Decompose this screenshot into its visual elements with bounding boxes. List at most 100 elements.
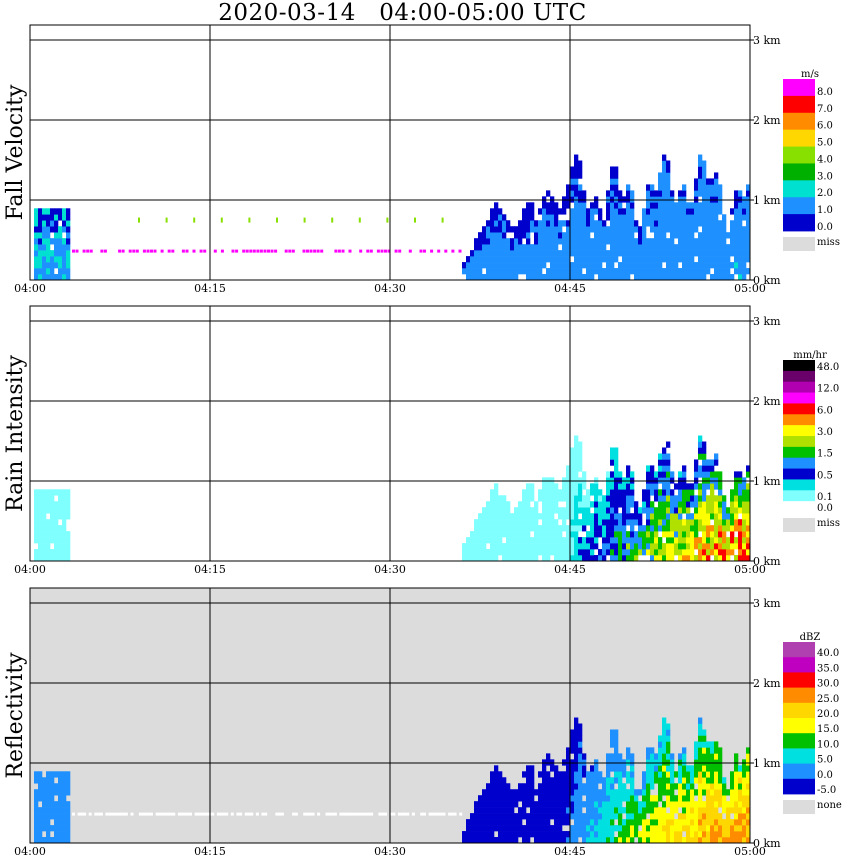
- data-cell: [658, 208, 663, 215]
- data-cell: [642, 813, 647, 820]
- data-cell: [506, 549, 511, 556]
- data-cell: [566, 819, 571, 826]
- y-tick-label: 2 km: [753, 677, 781, 690]
- data-cell: [530, 549, 535, 556]
- data-cell: [658, 525, 663, 532]
- data-cell: [626, 831, 631, 838]
- data-cell: [530, 807, 535, 814]
- data-cell: [666, 501, 671, 508]
- velocity-dot: [259, 249, 263, 253]
- data-cell: [506, 807, 511, 814]
- data-cell: [650, 274, 655, 281]
- data-cell: [58, 807, 63, 814]
- data-cell: [714, 471, 719, 478]
- data-cell: [602, 783, 607, 790]
- data-cell: [686, 801, 691, 808]
- data-cell: [514, 789, 519, 796]
- y-tick-label: 3 km: [753, 34, 781, 47]
- data-cell: [46, 250, 51, 257]
- data-cell: [690, 489, 695, 496]
- data-cell: [718, 801, 723, 808]
- data-cell: [46, 495, 51, 502]
- data-cell: [682, 489, 687, 496]
- legend-swatch: [783, 748, 815, 764]
- data-cell: [578, 825, 583, 832]
- data-cell: [730, 825, 735, 832]
- data-cell: [714, 244, 719, 251]
- data-cell: [482, 507, 487, 514]
- velocity-dot: [320, 249, 324, 253]
- data-cell: [474, 256, 479, 263]
- data-cell: [562, 795, 567, 802]
- data-cell: [482, 825, 487, 832]
- data-cell: [610, 501, 615, 508]
- data-cell: [710, 184, 715, 191]
- data-cell: [554, 495, 559, 502]
- data-cell: [550, 507, 555, 514]
- data-cell: [690, 813, 695, 820]
- data-cell: [686, 777, 691, 784]
- data-cell: [678, 801, 683, 808]
- data-cell: [714, 531, 719, 538]
- data-cell: [630, 190, 635, 197]
- data-cell: [582, 471, 587, 478]
- data-cell: [698, 501, 703, 508]
- data-cell: [686, 789, 691, 796]
- data-cell: [650, 519, 655, 526]
- reflectivity-dot: [392, 812, 396, 816]
- data-cell: [626, 777, 631, 784]
- data-cell: [58, 825, 63, 832]
- reflectivity-dot: [442, 812, 446, 816]
- data-cell: [674, 783, 679, 790]
- data-cell: [626, 543, 631, 550]
- data-cell: [574, 262, 579, 269]
- data-cell: [550, 483, 555, 490]
- data-cell: [530, 244, 535, 251]
- data-cell: [470, 274, 475, 281]
- data-cell: [714, 196, 719, 203]
- data-cell: [566, 483, 571, 490]
- data-cell: [534, 813, 539, 820]
- data-cell: [698, 232, 703, 239]
- data-cell: [498, 226, 503, 233]
- data-cell: [726, 256, 731, 263]
- data-cell: [562, 507, 567, 514]
- data-cell: [522, 519, 527, 526]
- data-cell: [34, 525, 39, 532]
- data-cell: [654, 202, 659, 209]
- data-cell: [494, 789, 499, 796]
- data-cell: [710, 471, 715, 478]
- data-cell: [34, 268, 39, 275]
- data-cell: [686, 256, 691, 263]
- reflectivity-dot: [94, 812, 98, 816]
- data-cell: [722, 807, 727, 814]
- data-cell: [546, 250, 551, 257]
- data-cell: [606, 537, 611, 544]
- data-cell: [734, 555, 739, 562]
- data-cell: [738, 837, 743, 844]
- data-cell: [730, 226, 735, 233]
- data-cell: [550, 256, 555, 263]
- velocity-dot: [274, 249, 278, 253]
- data-cell: [654, 543, 659, 550]
- data-cell: [662, 519, 667, 526]
- data-cell: [506, 813, 511, 820]
- data-cell: [654, 831, 659, 838]
- data-cell: [694, 807, 699, 814]
- data-cell: [554, 837, 559, 844]
- data-cell: [602, 256, 607, 263]
- data-cell: [694, 220, 699, 227]
- data-cell: [50, 226, 55, 233]
- data-cell: [702, 519, 707, 526]
- data-cell: [698, 447, 703, 454]
- data-cell: [38, 813, 43, 820]
- data-cell: [66, 220, 71, 227]
- data-cell: [682, 471, 687, 478]
- data-cell: [490, 537, 495, 544]
- velocity-dot: [193, 217, 196, 223]
- data-cell: [554, 238, 559, 245]
- velocity-dot: [316, 249, 320, 253]
- data-cell: [46, 537, 51, 544]
- data-cell: [66, 250, 71, 257]
- data-cell: [742, 483, 747, 490]
